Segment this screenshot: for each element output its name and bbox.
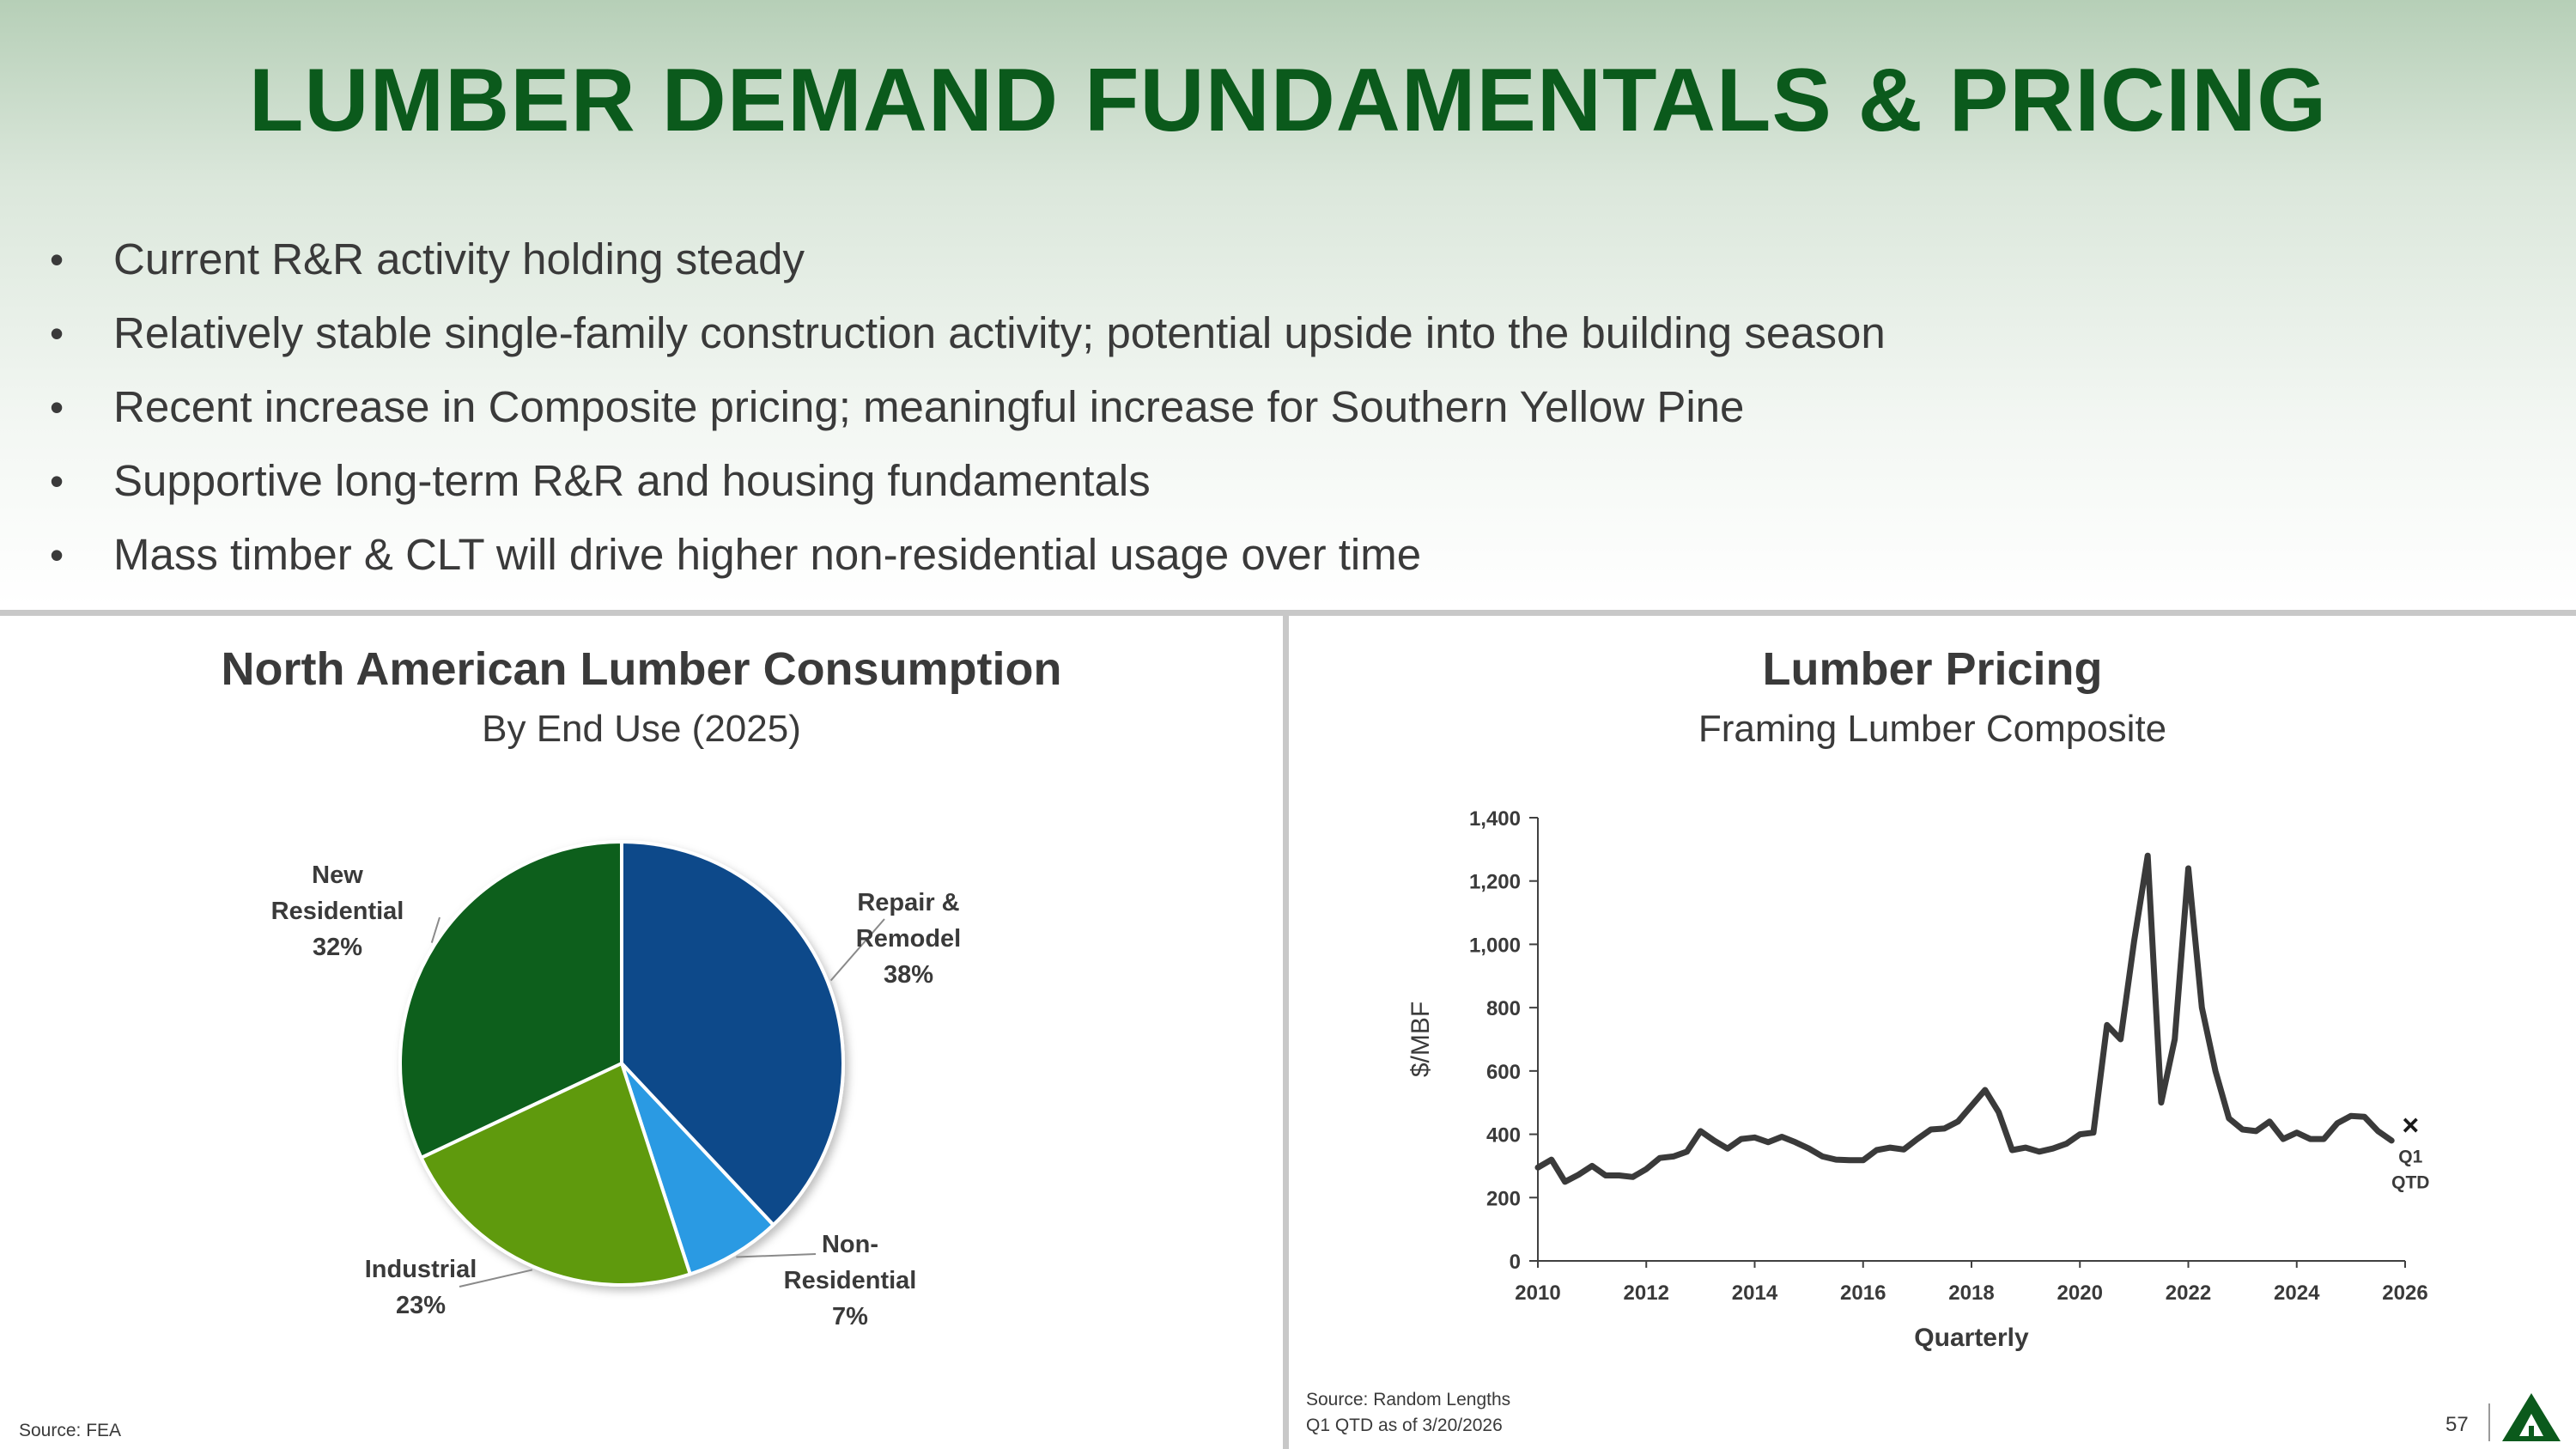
- y-tick-label: 1,000: [1469, 934, 1521, 957]
- pie-label-repair-remodel: Repair & Remodel 38%: [856, 889, 961, 989]
- header-background: [0, 0, 2576, 606]
- company-logo-icon: [2502, 1393, 2561, 1441]
- left-source-note: Source: FEA: [19, 1421, 122, 1440]
- x-tick-label: 2022: [2166, 1282, 2211, 1305]
- line-chart-title: Lumber Pricing: [1762, 643, 2103, 695]
- bullet-text: Current R&R activity holding steady: [113, 234, 805, 283]
- pie-chart-subtitle: By End Use (2025): [482, 708, 801, 750]
- pie-label-industrial: Industrial 23%: [365, 1256, 477, 1319]
- x-tick-label: 2020: [2057, 1282, 2103, 1305]
- right-source-line: Source: Random Lengths: [1306, 1390, 1511, 1409]
- q1-qtd-marker: ×: [2402, 1110, 2419, 1142]
- x-tick-label: 2012: [1624, 1282, 1669, 1305]
- y-tick-label: 400: [1486, 1124, 1521, 1148]
- bullet-dot-icon: •: [50, 533, 64, 577]
- bullet-text: Recent increase in Composite pricing; me…: [113, 382, 1745, 431]
- x-tick-label: 2016: [1840, 1282, 1886, 1305]
- y-axis-title: $/MBF: [1406, 1002, 1435, 1077]
- bullet-dot-icon: •: [50, 237, 64, 282]
- x-axis-title: Quarterly: [1914, 1324, 2029, 1352]
- pie-leader-line: [430, 916, 440, 943]
- page-title: LUMBER DEMAND FUNDAMENTALS & PRICING: [248, 51, 2328, 150]
- bullet-dot-icon: •: [50, 311, 64, 356]
- y-tick-label: 800: [1486, 997, 1521, 1020]
- pie-chart-title: North American Lumber Consumption: [221, 643, 1062, 695]
- x-tick-label: 2010: [1515, 1282, 1560, 1305]
- bullet-text: Relatively stable single-family construc…: [113, 308, 1886, 357]
- pie-slice-repair-remodel: [620, 839, 845, 1227]
- bullet-list: • Current R&R activity holding steady • …: [43, 225, 1886, 594]
- bullet-dot-icon: •: [50, 385, 64, 429]
- horizontal-divider: [0, 610, 2576, 616]
- x-tick-label: 2024: [2274, 1282, 2320, 1305]
- line-chart: 0 200 400 600 800 1,000 1,200 1,400 2010 2012 2014…: [1406, 807, 2429, 1352]
- y-tick-label: 1,200: [1469, 871, 1521, 894]
- bullet-text: Mass timber & CLT will drive higher non-…: [113, 530, 1422, 579]
- bullet-item: • Recent increase in Composite pricing; …: [43, 373, 1886, 447]
- pie-slice-new-residential: [398, 839, 623, 1160]
- pie-slice-industrial: [418, 1061, 693, 1287]
- x-tick-label: 2014: [1732, 1282, 1778, 1305]
- right-source-note: Source: Random Lengths Q1 QTD as of 3/20…: [1306, 1387, 1510, 1439]
- x-tick-label: 2018: [1948, 1282, 1994, 1305]
- bullet-dot-icon: •: [50, 459, 64, 503]
- bullet-item: • Relatively stable single-family constr…: [43, 299, 1886, 373]
- line-chart-subtitle: Framing Lumber Composite: [1698, 708, 2167, 750]
- x-tick-label: 2026: [2382, 1282, 2427, 1305]
- pie-label-non-residential: Non-Residential 7%: [784, 1231, 917, 1330]
- bullet-text: Supportive long-term R&R and housing fun…: [113, 456, 1151, 505]
- pie-label-new-residential: New Residential 32%: [271, 861, 404, 961]
- price-series-line: [1534, 852, 2395, 1185]
- bullet-item: • Supportive long-term R&R and housing f…: [43, 447, 1886, 521]
- right-source-date: Q1 QTD as of 3/20/2026: [1306, 1416, 1503, 1435]
- page-number-separator: [2488, 1403, 2490, 1441]
- pie-leader-line: [736, 1253, 817, 1258]
- pie-chart: Repair & Remodel 38% Non-Residential 7% Indus…: [271, 839, 961, 1330]
- pie-leader-line: [459, 1269, 533, 1288]
- y-tick-label: 0: [1510, 1251, 1521, 1274]
- bullet-item: • Mass timber & CLT will drive higher no…: [43, 521, 1886, 594]
- bullet-item: • Current R&R activity holding steady: [43, 225, 1886, 299]
- q1-qtd-label: Q1 QTD: [2391, 1148, 2429, 1193]
- y-tick-label: 1,400: [1469, 807, 1521, 831]
- pie-leader-line: [829, 918, 885, 982]
- pie-slice-non-residential: [620, 1062, 776, 1276]
- vertical-divider: [1283, 616, 1289, 1449]
- y-tick-label: 600: [1486, 1061, 1521, 1084]
- page-number: 57: [2445, 1413, 2469, 1436]
- y-tick-label: 200: [1486, 1187, 1521, 1210]
